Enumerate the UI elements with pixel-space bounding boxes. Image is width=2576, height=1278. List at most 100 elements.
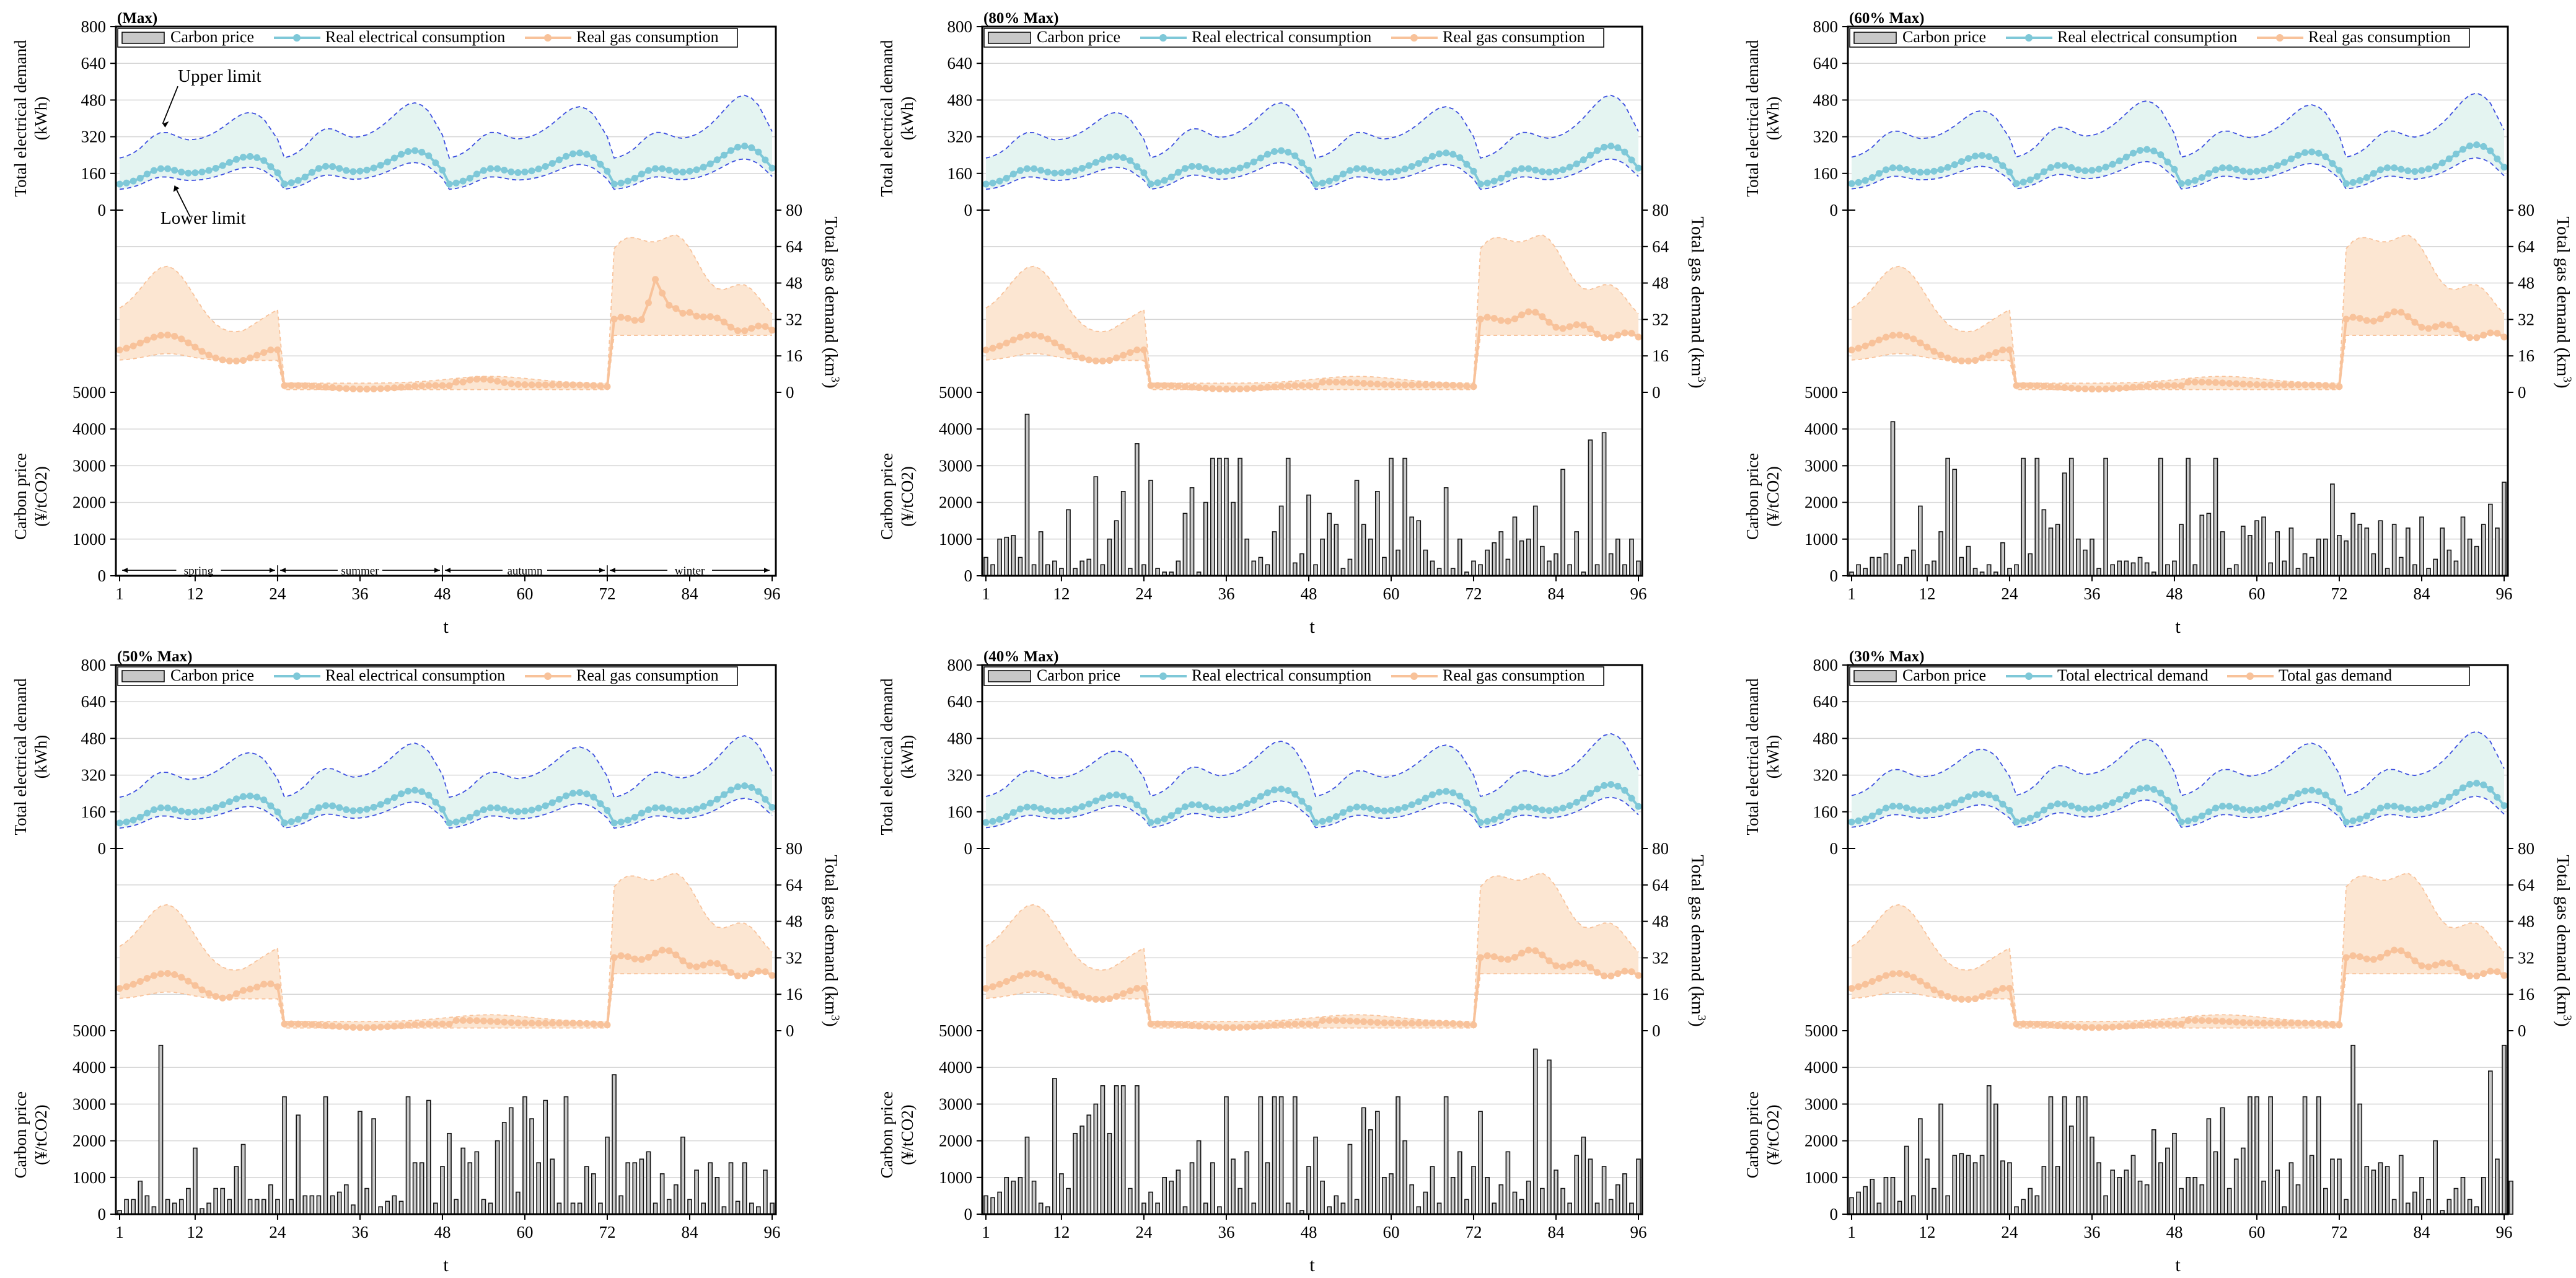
elec-point: [1016, 805, 1024, 813]
gas-point: [1566, 323, 1573, 330]
gas-point: [2219, 1018, 2227, 1025]
elec-point: [240, 154, 247, 161]
carbon-bar: [2268, 562, 2273, 576]
carbon-bar: [1890, 1177, 1896, 1215]
gas-point: [2329, 382, 2336, 390]
elec-point: [1951, 800, 1958, 807]
elec-point: [1325, 816, 1333, 823]
elec-point: [1511, 805, 1518, 813]
gas-point: [555, 381, 563, 389]
elec-point: [1985, 153, 1993, 161]
carbon-axis-label-unit: (¥/tCO2): [32, 466, 50, 527]
elec-point: [2287, 155, 2295, 162]
elec-point: [1518, 165, 1526, 172]
carbon-bar: [2041, 1166, 2047, 1215]
carbon-bar: [770, 1202, 775, 1215]
gas-point: [336, 1023, 343, 1030]
carbon-bar: [1079, 1126, 1084, 1215]
elec-point: [535, 804, 542, 812]
carbon-bar: [1059, 1173, 1064, 1215]
elec-point: [2219, 164, 2227, 172]
gas-point: [1614, 970, 1622, 977]
x-tick-label: 84: [681, 1223, 698, 1241]
elec-point: [439, 167, 446, 174]
gas-tick-label: 16: [786, 985, 802, 1003]
carbon-bar: [1849, 1197, 1854, 1215]
gas-point: [2473, 972, 2481, 980]
elec-point: [2240, 167, 2247, 175]
elec-point: [542, 163, 549, 170]
carbon-bar: [336, 1191, 342, 1215]
carbon-bar: [1024, 413, 1030, 576]
carbon-bar: [1135, 1085, 1140, 1215]
elec-tick-label: 800: [81, 656, 107, 674]
gas-point: [459, 1016, 467, 1024]
carbon-bar: [1636, 1158, 1641, 1215]
carbon-bar: [1189, 487, 1195, 576]
elec-point: [164, 804, 172, 812]
elec-point: [1202, 165, 1210, 172]
gas-point: [466, 1016, 473, 1024]
legend: Carbon price Real electrical consumption R…: [117, 28, 738, 48]
elec-axis-label: Total electrical demand: [877, 678, 896, 835]
elec-point: [480, 806, 487, 813]
carbon-bar: [1347, 1144, 1353, 1215]
carbon-bar: [1932, 1188, 1936, 1215]
gas-point: [748, 325, 755, 332]
elec-point: [232, 156, 240, 163]
elec-point: [1243, 162, 1251, 169]
gas-point: [2246, 381, 2254, 388]
gas-point: [1285, 1021, 1292, 1028]
elec-point: [1408, 801, 1415, 809]
carbon-tick-label: 1000: [939, 530, 972, 549]
gas-point: [1065, 986, 1072, 994]
carbon-bar: [742, 1162, 747, 1215]
gas-point: [2322, 1020, 2329, 1028]
carbon-tick-label: 4000: [939, 420, 972, 438]
carbon-bar: [1567, 1202, 1572, 1215]
gas-point: [1401, 1020, 1409, 1027]
carbon-tick-label: 5000: [1805, 1021, 1838, 1040]
gas-point: [1525, 308, 1532, 315]
gas-point: [1147, 382, 1154, 389]
carbon-bar: [1011, 1180, 1016, 1215]
gas-axis-label-close: ): [2553, 1021, 2573, 1027]
gas-point: [1545, 957, 1553, 964]
carbon-bar: [1210, 1162, 1215, 1215]
elec-point: [2253, 167, 2261, 175]
gas-point: [2253, 1020, 2261, 1027]
elec-point: [631, 814, 638, 821]
elec-lower-limit-line: [985, 158, 1639, 190]
carbon-bar: [1588, 1158, 1593, 1215]
elec-point: [1580, 156, 1587, 164]
carbon-bar: [2391, 524, 2397, 576]
elec-point: [1051, 808, 1058, 815]
gas-point: [1422, 1020, 1429, 1027]
elec-point: [1003, 174, 1010, 182]
gas-point: [349, 1024, 357, 1031]
gas-point: [1140, 346, 1148, 354]
gas-point: [2191, 378, 2199, 386]
gas-point: [1305, 382, 1312, 389]
elec-point: [1930, 167, 1938, 175]
carbon-bar: [2117, 560, 2122, 576]
carbon-bar: [405, 1096, 411, 1215]
elec-point: [1463, 799, 1470, 806]
gas-point: [288, 382, 295, 389]
elec-point: [1586, 790, 1594, 797]
gas-point: [1882, 972, 1889, 979]
gas-tick-label: 64: [786, 876, 803, 894]
gas-point: [576, 1020, 584, 1027]
gas-point: [1236, 1024, 1244, 1031]
carbon-bar: [2090, 1136, 2095, 1215]
gas-point: [996, 981, 1003, 988]
gas-point: [1580, 322, 1587, 329]
elec-point: [253, 154, 261, 161]
elec-point: [2068, 802, 2075, 809]
carbon-bar: [1374, 491, 1380, 576]
carbon-bar: [1011, 535, 1016, 576]
carbon-bar: [2467, 1199, 2473, 1215]
gas-point: [610, 954, 618, 961]
elec-point: [1257, 793, 1264, 800]
gas-point: [1078, 993, 1086, 1000]
